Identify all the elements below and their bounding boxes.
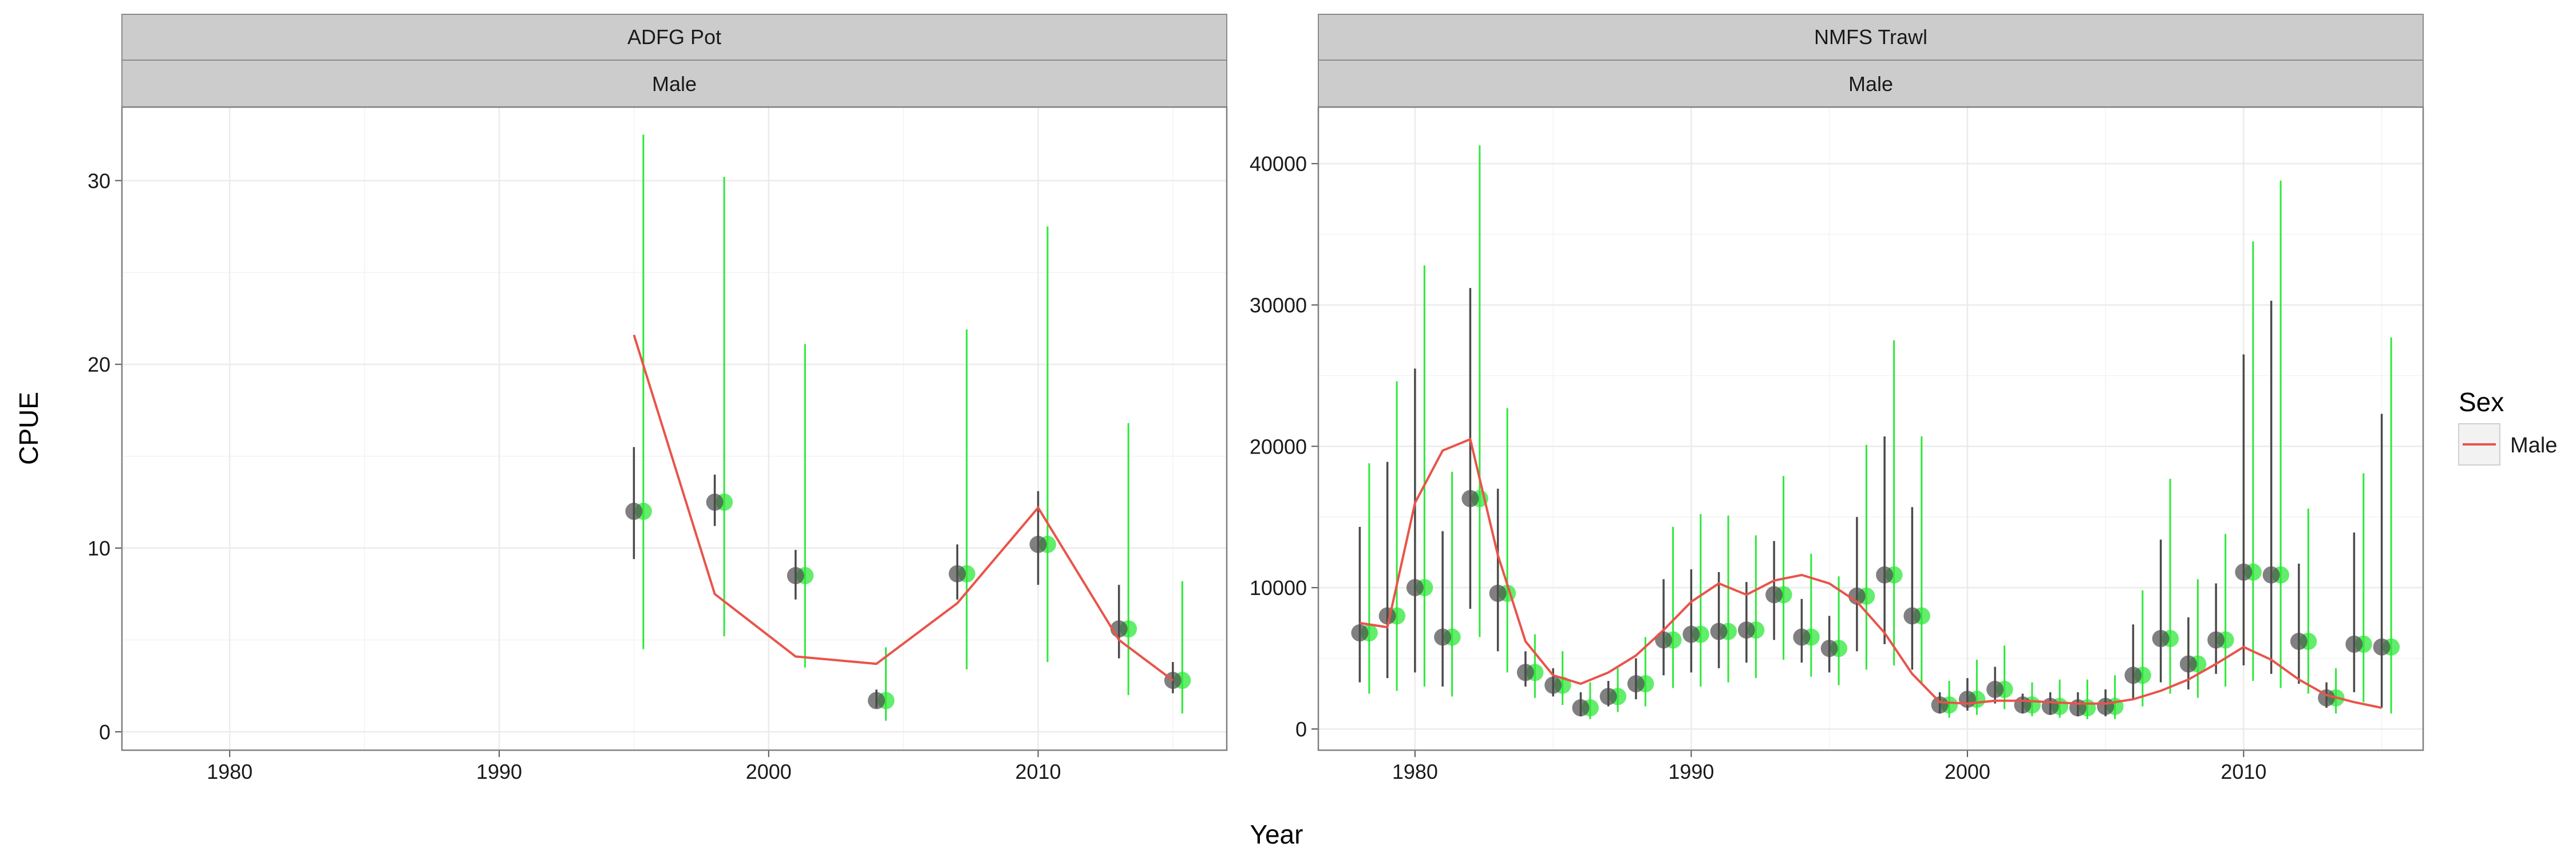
observed-point (2235, 564, 2253, 581)
observed-point (2152, 630, 2170, 648)
observed-point (1406, 579, 1424, 597)
plot-area (1318, 107, 2423, 750)
observed-point (1931, 696, 1949, 714)
observed-point (1434, 628, 1452, 646)
observed-point (1655, 631, 1673, 649)
observed-point (2373, 638, 2391, 656)
observed-point (2262, 566, 2280, 584)
panel-border (1317, 106, 2424, 751)
observed-point (868, 692, 886, 710)
y-tick-label: 30000 (1250, 294, 1307, 317)
x-tick-label: 2000 (1945, 760, 1990, 783)
observed-point (1765, 586, 1783, 604)
panel-border (121, 106, 1228, 751)
observed-point (706, 493, 724, 511)
observed-point (1489, 585, 1507, 602)
observed-point (1820, 640, 1838, 657)
observed-point (1737, 621, 1755, 639)
observed-point (1958, 691, 1976, 708)
y-tick-label: 40000 (1250, 152, 1307, 176)
observed-point (2124, 667, 2142, 684)
y-tick-label: 30 (88, 169, 110, 192)
observed-point (1876, 566, 1894, 584)
legend: Sex Male (2458, 387, 2557, 466)
legend-title: Sex (2459, 387, 2504, 417)
y-tick-label: 10 (88, 537, 110, 560)
observed-point (1682, 625, 1700, 643)
x-tick-label: 2010 (2221, 760, 2266, 783)
strip-bottom-label: Male (652, 72, 697, 96)
observed-point (2069, 699, 2087, 716)
strip-bottom-label: Male (1848, 72, 1893, 96)
x-axis-title: Year (1250, 819, 1303, 849)
y-tick-label: 0 (99, 720, 110, 744)
observed-point (2014, 696, 2032, 714)
x-tick-label: 1980 (1392, 760, 1438, 783)
strip-top-box (1318, 14, 2424, 61)
observed-point (2345, 635, 2363, 653)
observed-point (1599, 688, 1617, 706)
y-tick-label: 20 (88, 353, 110, 376)
strip-bottom-box (121, 60, 1227, 108)
strip-top-box (121, 14, 1227, 61)
fit-line-male (1360, 438, 2383, 709)
observed-point (2041, 698, 2059, 715)
observed-point (1903, 607, 1921, 625)
x-tick-label: 1990 (1668, 760, 1714, 783)
observed-point (1516, 664, 1534, 681)
fit-line-male (633, 334, 1174, 681)
plot-area (122, 107, 1227, 750)
observed-point (2097, 698, 2115, 715)
facet-panel-1: ADFG Pot Male 1980 1990 2000 2010 0 10 20 30 (88, 14, 1228, 783)
strip-top-label: ADFG Pot (627, 25, 721, 49)
observed-point (2207, 631, 2225, 649)
facet-panels: ADFG Pot Male 1980 1990 2000 2010 0 10 20 30 NMFS … (88, 14, 2424, 783)
observed-point (2179, 655, 2197, 673)
observed-point (1029, 535, 1047, 553)
y-tick-label: 0 (1295, 718, 1307, 741)
y-tick-label: 10000 (1250, 576, 1307, 600)
observed-point (1544, 676, 1562, 694)
observed-point (1572, 699, 1590, 716)
x-tick-label: 2010 (1015, 760, 1061, 783)
legend-label-male: Male (2510, 434, 2557, 458)
observed-point (1461, 490, 1479, 507)
x-tick-label: 1990 (476, 760, 522, 783)
y-axis-title: CPUE (14, 392, 44, 465)
strip-bottom-box (1318, 60, 2424, 108)
facet-panel-2: NMFS Trawl Male 1980 1990 2000 2010 0 10000 2000… (1250, 14, 2424, 783)
observed-point (949, 565, 966, 582)
strip-top-label: NMFS Trawl (1814, 25, 1927, 49)
observed-point (787, 567, 804, 585)
x-tick-label: 2000 (746, 760, 792, 783)
observed-point (2290, 632, 2308, 650)
observed-point (1627, 675, 1645, 692)
x-tick-label: 1980 (207, 760, 252, 783)
observed-point (1710, 622, 1728, 640)
observed-point (1351, 624, 1369, 642)
observed-point (625, 502, 643, 520)
y-tick-label: 20000 (1250, 435, 1307, 458)
observed-point (1848, 587, 1866, 605)
observed-point (1986, 680, 2004, 698)
observed-point (1793, 628, 1811, 646)
